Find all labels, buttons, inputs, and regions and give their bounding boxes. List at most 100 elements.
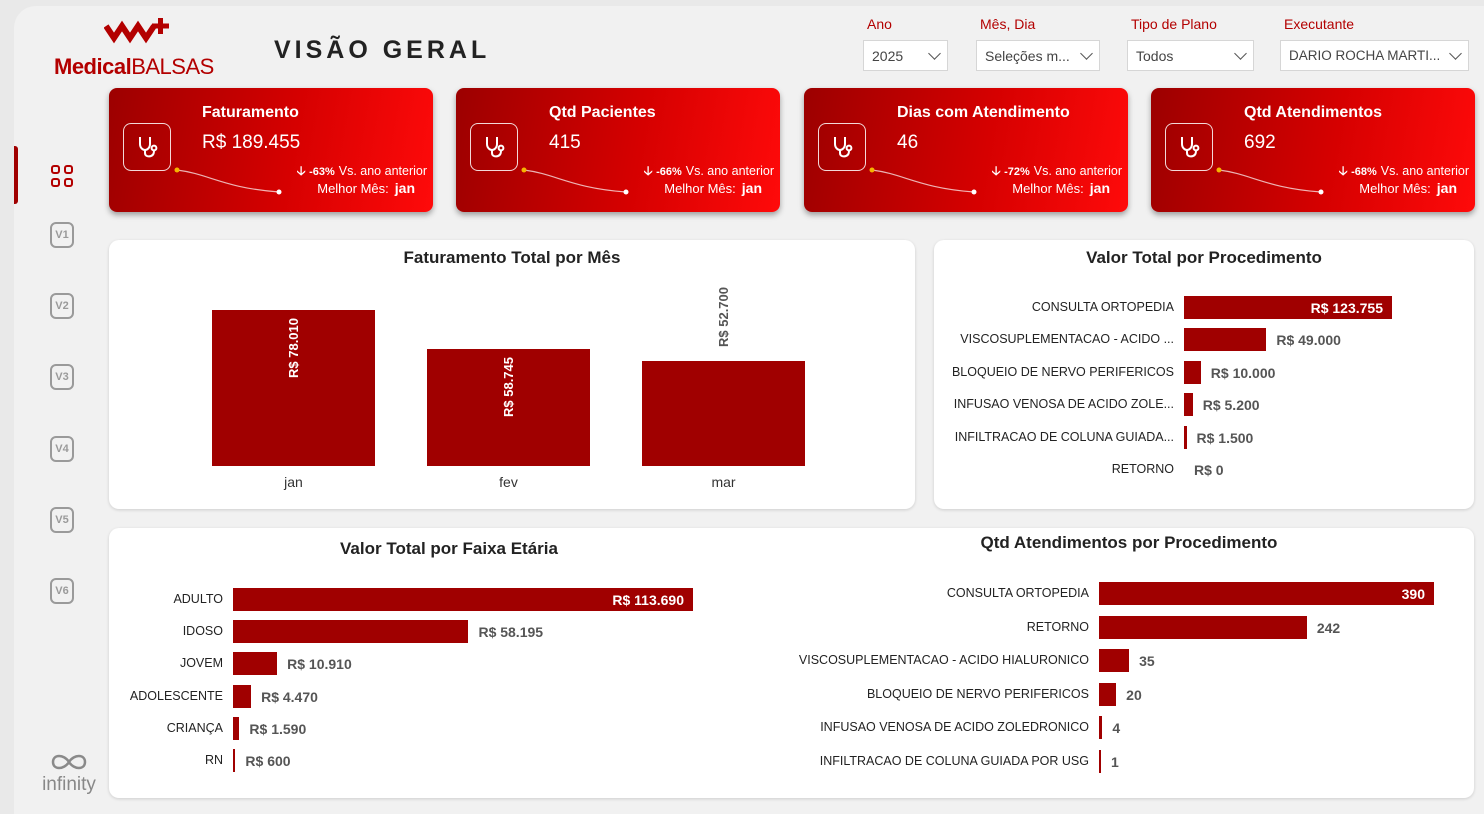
v5-icon: V5: [50, 507, 74, 533]
nav-v3[interactable]: V3: [49, 364, 75, 390]
nav-v6[interactable]: V6: [49, 578, 75, 604]
year-dropdown[interactable]: 2025: [863, 40, 948, 71]
dropdown-value: DARIO ROCHA MARTI...: [1289, 48, 1441, 63]
arrow-down-icon: 🡣: [991, 164, 1005, 178]
bar-value-label: 390: [1401, 586, 1425, 602]
bar[interactable]: [233, 620, 469, 644]
chart-title: Valor Total por Procedimento: [1086, 248, 1322, 267]
nav-v4[interactable]: V4: [49, 436, 75, 462]
kpi-delta-value: -68%: [1351, 166, 1377, 178]
bar-value-label: 4: [1112, 720, 1121, 737]
kpi-best-month: Melhor Mês: jan: [317, 180, 415, 196]
kpi-title: Qtd Pacientes: [549, 104, 656, 121]
logo-mark-icon: [104, 18, 169, 44]
bar[interactable]: [233, 652, 278, 676]
filter-label: Executante: [1284, 16, 1355, 32]
bar-value-label: 242: [1316, 619, 1341, 636]
page-title: VISÃO GERAL: [274, 36, 491, 64]
executor-dropdown[interactable]: DARIO ROCHA MARTI...: [1280, 40, 1469, 71]
bar-value-label: R$ 113.690: [612, 592, 684, 608]
bar-value-label: R$ 4.470: [261, 688, 318, 705]
medical-balsas-logo: MedicalBALSAS: [54, 16, 224, 79]
kpi-delta-label: Vs. ano anterior: [1380, 164, 1469, 178]
kpi-value: R$ 189.455: [202, 132, 301, 153]
category-label: VISCOSUPLEMENTACAO - ACIDO HIALURONICO: [798, 653, 1089, 668]
bar[interactable]: [233, 716, 240, 740]
kpi-title: Dias com Atendimento: [897, 104, 1070, 121]
category-label: ADULTO: [173, 592, 223, 606]
bar-value-label: 1: [1111, 754, 1119, 770]
bar-value-label: R$ 78.010: [285, 318, 301, 378]
nav-v1[interactable]: V1: [49, 222, 75, 248]
kpi-best-month: Melhor Mês: jan: [1012, 180, 1110, 196]
bar[interactable]: [233, 588, 693, 611]
nav-v5[interactable]: V5: [49, 507, 75, 533]
month-day-dropdown[interactable]: Seleções m...: [976, 40, 1100, 71]
bar[interactable]: [1184, 296, 1392, 319]
kpi-title: Faturamento: [202, 104, 299, 121]
stethoscope-icon: [123, 123, 171, 171]
nav-overview[interactable]: [49, 163, 75, 189]
kpi-card: Dias com Atendimento 46 🡣 -72% Vs. ano ante…: [804, 88, 1128, 212]
filter-executante: Executante DARIO ROCHA MARTI...: [1280, 16, 1469, 71]
category-label: BLOQUEIO DE NERVO PERIFERICOS: [866, 686, 1089, 701]
bar[interactable]: [1099, 750, 1101, 773]
plan-type-dropdown[interactable]: Todos: [1127, 40, 1254, 71]
bar[interactable]: [1184, 393, 1193, 417]
v2-icon: V2: [50, 293, 74, 319]
category-label: CONSULTA ORTOPEDIA: [946, 586, 1089, 600]
category-label: INFILTRACAO DE COLUNA GUIADA...: [954, 429, 1174, 444]
bar[interactable]: [1099, 615, 1307, 639]
kpi-value: 692: [1244, 132, 1276, 153]
kpi-best-month: Melhor Mês: jan: [664, 180, 762, 196]
kpi-best-value: jan: [1089, 180, 1110, 196]
kpi-delta-value: -72%: [1004, 166, 1030, 178]
kpi-delta-value: -66%: [656, 166, 682, 178]
arrow-down-icon: 🡣: [643, 164, 657, 178]
nav-v2[interactable]: V2: [49, 293, 75, 319]
chevron-down-icon: [928, 46, 941, 60]
category-label: INFILTRACAO DE COLUNA GUIADA POR USG: [819, 754, 1089, 768]
kpi-card: Faturamento R$ 189.455 🡣 -63% Vs. ano anter…: [109, 88, 433, 212]
chart-title: Valor Total por Faixa Etária: [340, 539, 558, 558]
bar-value-label: R$ 5.200: [1202, 397, 1260, 414]
bar-value-label: R$ 10.910: [287, 656, 352, 673]
brand-light: BALSAS: [131, 54, 214, 79]
tick-label: fev: [499, 474, 518, 490]
stethoscope-icon: [818, 123, 866, 171]
kpi-title: Qtd Atendimentos: [1244, 104, 1383, 121]
kpi-delta-label: Vs. ano anterior: [338, 164, 427, 178]
bar[interactable]: [1099, 682, 1117, 706]
v1-icon: V1: [50, 222, 74, 248]
bar-value-label: R$ 600: [245, 753, 291, 769]
bar[interactable]: [233, 684, 252, 708]
bar-fev[interactable]: [427, 348, 590, 466]
kpi-delta-label: Vs. ano anterior: [1033, 164, 1122, 178]
bar[interactable]: [1184, 425, 1187, 449]
bar[interactable]: [1099, 716, 1103, 740]
chart-title: Qtd Atendimentos por Procedimento: [980, 533, 1278, 552]
kpi-delta: 🡣 -72% Vs. ano anterior: [992, 162, 1122, 183]
bar[interactable]: [233, 749, 236, 772]
kpi-delta: 🡣 -63% Vs. ano anterior: [297, 162, 427, 183]
kpi-best-label: Melhor Mês:: [1012, 181, 1084, 196]
bar-jan[interactable]: [212, 310, 375, 466]
stethoscope-icon: [470, 123, 518, 171]
kpi-value: 415: [549, 132, 581, 153]
sparkline: [174, 167, 282, 195]
chart-card-monthly: Faturamento Total por Mês R$ 78.010 jan R$…: [109, 240, 915, 509]
bar-value-label: R$ 1.590: [249, 720, 307, 737]
brand-bold: Medical: [54, 54, 132, 79]
dropdown-value: 2025: [872, 47, 904, 64]
bar[interactable]: [1099, 649, 1130, 673]
bar-value-label: R$ 0: [1194, 462, 1224, 478]
category-label: IDOSO: [182, 624, 223, 639]
dashboard-page: MedicalBALSAS VISÃO GERAL Ano 2025 Mês, …: [14, 6, 1484, 814]
bar[interactable]: [1099, 582, 1434, 605]
bar[interactable]: [1184, 360, 1201, 384]
arrow-down-icon: 🡣: [296, 164, 310, 178]
bar[interactable]: [1184, 328, 1267, 352]
bar-mar[interactable]: [642, 360, 805, 466]
filter-ano: Ano 2025: [863, 16, 948, 71]
kpi-best-month: Melhor Mês: jan: [1359, 180, 1457, 196]
